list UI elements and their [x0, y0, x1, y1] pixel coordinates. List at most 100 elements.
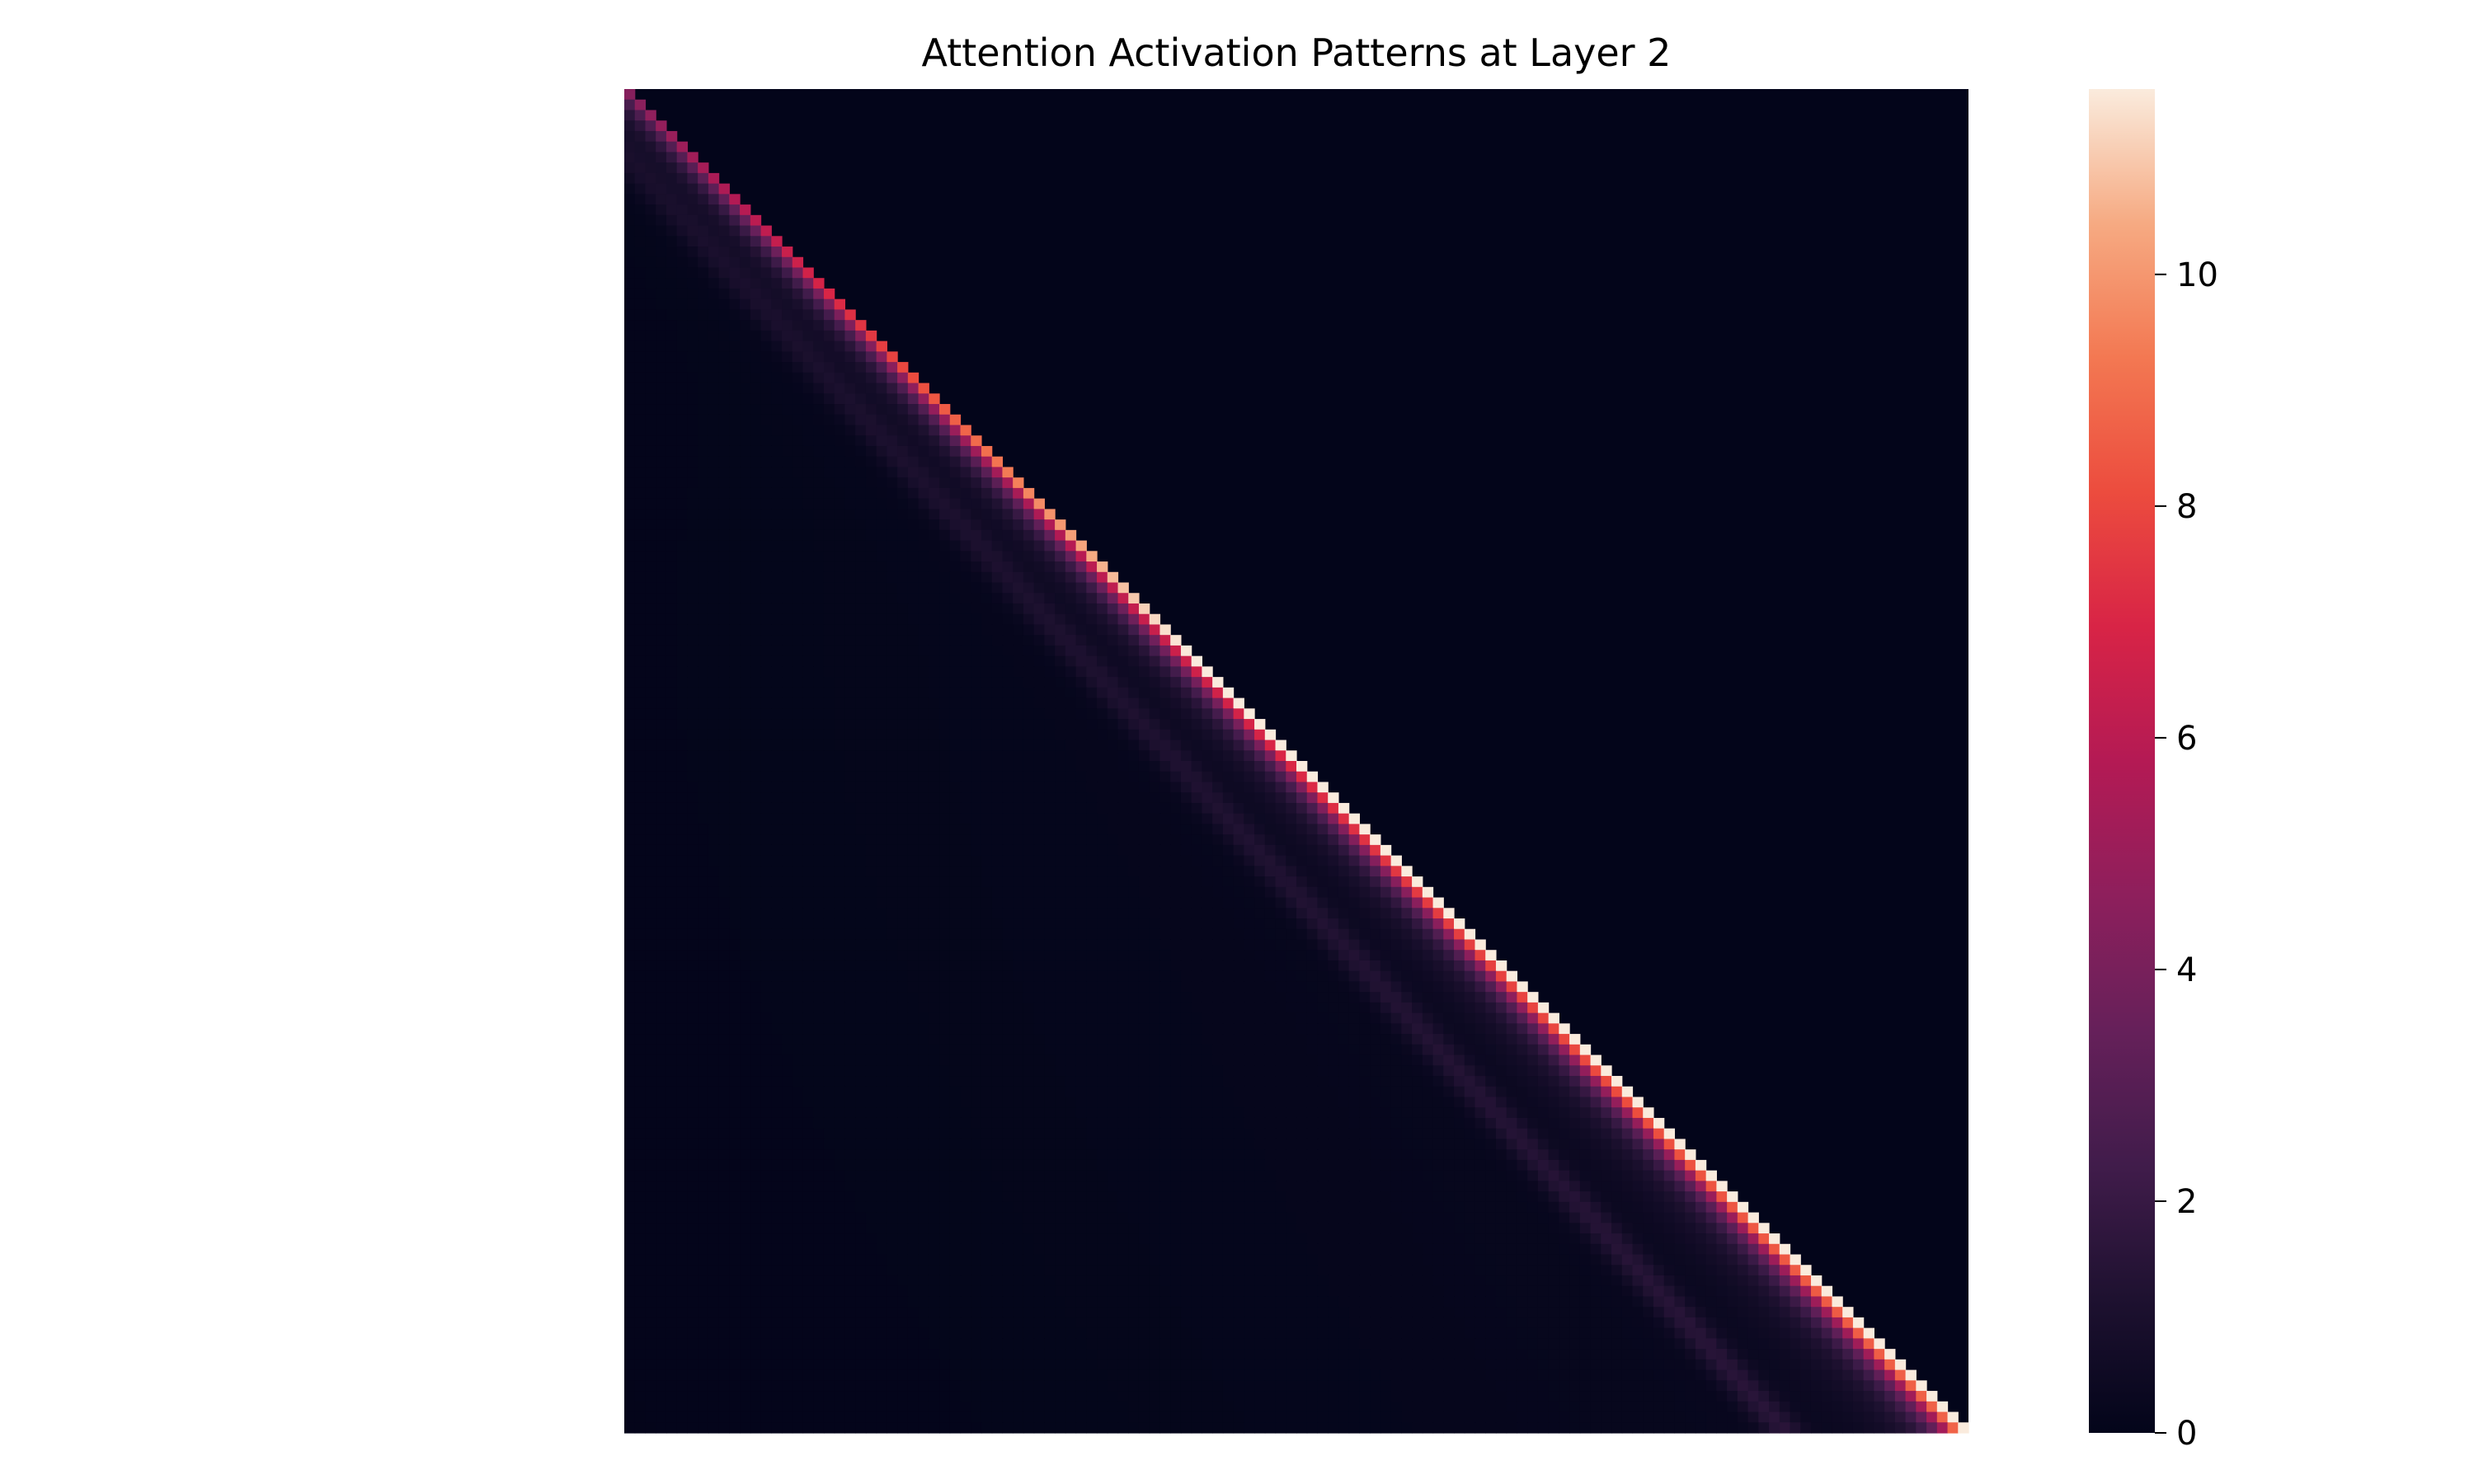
heatmap-cell: [1149, 866, 1161, 877]
heatmap-cell: [981, 529, 993, 542]
heatmap-cell: [771, 771, 783, 783]
heatmap-cell: [656, 866, 667, 877]
heatmap-cell: [960, 509, 971, 520]
heatmap-cell: [1275, 1086, 1286, 1098]
heatmap-cell: [750, 1034, 762, 1045]
heatmap-cell: [1275, 750, 1286, 762]
heatmap-cell: [1233, 1086, 1244, 1098]
heatmap-cell: [1044, 1054, 1056, 1066]
heatmap-cell: [708, 813, 720, 824]
heatmap-cell: [1191, 1117, 1202, 1129]
heatmap-cell: [708, 645, 720, 657]
heatmap-cell: [918, 456, 929, 468]
heatmap-cell: [1065, 981, 1077, 993]
heatmap-cell: [1180, 886, 1192, 899]
heatmap-cell: [624, 267, 636, 279]
heatmap-cell: [676, 351, 688, 363]
heatmap-cell: [1306, 1097, 1319, 1108]
heatmap-cell: [666, 404, 678, 416]
heatmap-cell: [949, 624, 962, 636]
heatmap-cell: [844, 509, 856, 520]
heatmap-cell: [676, 498, 688, 510]
heatmap-cell: [834, 677, 846, 688]
heatmap-cell: [718, 813, 730, 824]
heatmap-cell: [823, 1065, 835, 1077]
heatmap-cell: [760, 761, 772, 773]
heatmap-cell: [708, 1054, 720, 1066]
heatmap-cell: [907, 708, 920, 720]
heatmap-cell: [876, 1076, 887, 1087]
heatmap-cell: [960, 1076, 971, 1087]
heatmap-cell: [634, 1107, 647, 1119]
heatmap-cell: [666, 340, 678, 352]
heatmap-cell: [844, 876, 856, 888]
heatmap-cell: [708, 666, 720, 678]
heatmap-cell: [897, 561, 909, 573]
heatmap-cell: [876, 960, 887, 972]
heatmap-cell: [876, 1086, 887, 1098]
heatmap-cell: [656, 624, 667, 636]
heatmap-cell: [729, 719, 741, 730]
heatmap-cell: [1328, 1002, 1339, 1014]
heatmap-cell: [634, 1065, 647, 1077]
heatmap-cell: [624, 866, 636, 877]
heatmap-cell: [1443, 1002, 1455, 1014]
heatmap-cell: [1107, 1012, 1119, 1024]
heatmap-cell: [740, 529, 751, 542]
heatmap-cell: [813, 855, 825, 866]
heatmap-cell: [929, 1002, 940, 1014]
heatmap-cell: [1117, 950, 1129, 961]
heatmap-cell: [1138, 603, 1150, 615]
heatmap-cell: [960, 529, 971, 542]
heatmap-cell: [676, 761, 688, 773]
heatmap-cell: [1222, 1086, 1235, 1098]
heatmap-cell: [1432, 1107, 1444, 1119]
heatmap-cell: [666, 802, 678, 815]
heatmap-cell: [897, 613, 909, 626]
heatmap-cell: [1138, 939, 1150, 951]
heatmap-cell: [960, 666, 971, 678]
heatmap-cell: [1348, 1107, 1360, 1119]
heatmap-cell: [1401, 1002, 1413, 1014]
heatmap-cell: [991, 960, 1004, 972]
heatmap-cell: [1370, 1054, 1381, 1066]
heatmap-cell: [813, 666, 825, 678]
heatmap-cell: [1159, 950, 1171, 961]
heatmap-cell: [676, 214, 688, 227]
heatmap-cell: [1202, 697, 1213, 709]
heatmap-cell: [907, 981, 920, 993]
heatmap-cell: [1191, 708, 1202, 720]
heatmap-cell: [1065, 866, 1077, 877]
heatmap-cell: [1075, 624, 1087, 636]
heatmap-cell: [750, 477, 762, 489]
heatmap-cell: [760, 467, 772, 478]
heatmap-cell: [771, 1023, 783, 1035]
heatmap-cell: [718, 183, 730, 195]
heatmap-cell: [740, 782, 751, 793]
heatmap-cell: [634, 551, 647, 562]
heatmap-cell: [1338, 1076, 1350, 1087]
heatmap-cell: [876, 771, 887, 783]
heatmap-cell: [656, 487, 667, 500]
heatmap-cell: [844, 897, 856, 909]
heatmap-cell: [1443, 1034, 1455, 1045]
heatmap-cell: [698, 383, 709, 394]
heatmap-cell: [1348, 1002, 1360, 1014]
heatmap-cell: [834, 792, 846, 804]
heatmap-cell: [918, 645, 929, 657]
heatmap-cell: [771, 708, 783, 720]
heatmap-cell: [750, 225, 762, 237]
heatmap-cell: [1359, 960, 1371, 972]
heatmap-cell: [687, 498, 698, 510]
heatmap-cell: [939, 771, 951, 783]
heatmap-cell: [676, 456, 688, 468]
heatmap-cell: [823, 824, 835, 835]
heatmap-cell: [750, 247, 762, 258]
heatmap-cell: [750, 970, 762, 983]
heatmap-cell: [918, 529, 929, 542]
heatmap-cell: [1454, 970, 1465, 983]
heatmap-cell: [929, 876, 940, 888]
heatmap-cell: [1065, 1128, 1077, 1140]
heatmap-cell: [1422, 1012, 1434, 1024]
heatmap-cell: [897, 435, 909, 447]
